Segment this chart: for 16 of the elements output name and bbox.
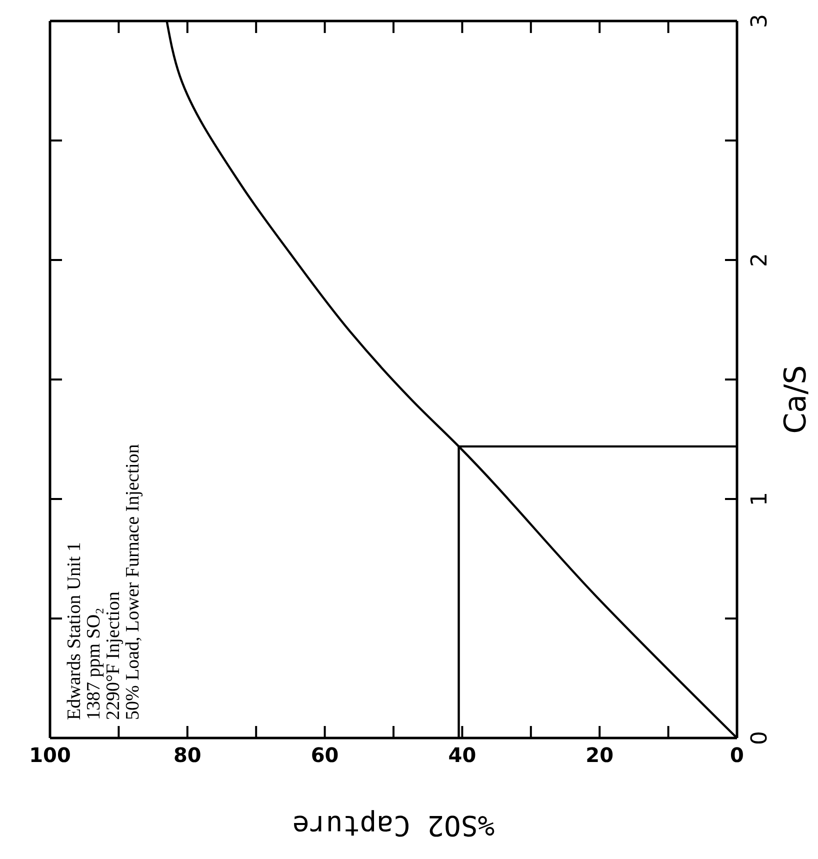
x-tick-label: 20 <box>586 743 614 768</box>
x-tick-label: 60 <box>310 743 339 768</box>
annotation: 50% Load, Lower Furnace Injection <box>122 444 144 720</box>
x-tick-label: 40 <box>448 743 476 768</box>
annotation: 2290°F Injection <box>103 591 124 720</box>
annotation: 1387 ppm SO₂ <box>84 608 104 720</box>
x-tick-label: 100 <box>29 743 71 768</box>
x-tick-label: 80 <box>173 743 202 768</box>
x-axis-title: %SO2 Capture <box>292 808 495 842</box>
y-tick-label: 0 <box>748 731 773 745</box>
y-tick-label: 2 <box>748 253 773 267</box>
y-tick-label: 3 <box>748 14 773 28</box>
x-tick-label: 0 <box>730 743 744 768</box>
y-axis-title: Ca/S <box>778 365 814 434</box>
annotation: Edwards Station Unit 1 <box>64 542 85 720</box>
y-tick-label: 1 <box>748 492 773 506</box>
